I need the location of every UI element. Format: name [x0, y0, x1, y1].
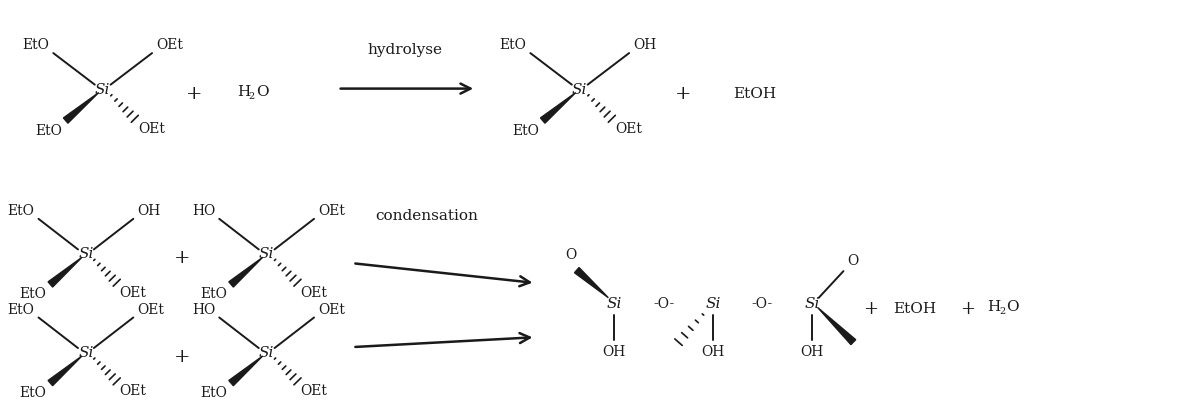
Text: -O-: -O- [752, 296, 773, 310]
Text: H: H [237, 84, 250, 98]
Text: OH: OH [701, 344, 725, 358]
Polygon shape [818, 308, 856, 345]
Text: EtO: EtO [500, 38, 527, 52]
Text: 2: 2 [999, 306, 1005, 315]
Polygon shape [64, 93, 98, 124]
Text: 2: 2 [249, 92, 255, 101]
Text: OEt: OEt [120, 383, 147, 397]
Text: EtO: EtO [7, 302, 34, 316]
Text: EtO: EtO [200, 287, 227, 301]
Text: OEt: OEt [301, 285, 327, 299]
Text: Si: Si [804, 296, 819, 310]
Text: +: + [960, 299, 976, 317]
Text: Si: Si [259, 345, 275, 359]
Text: EtOH: EtOH [733, 86, 776, 100]
Text: EtO: EtO [19, 287, 46, 301]
Polygon shape [49, 356, 82, 386]
Text: condensation: condensation [375, 209, 478, 222]
Polygon shape [229, 356, 263, 386]
Text: OEt: OEt [137, 302, 165, 316]
Text: O: O [848, 254, 858, 268]
Text: hydrolyse: hydrolyse [367, 43, 443, 57]
Text: OEt: OEt [318, 203, 345, 217]
Text: EtO: EtO [34, 123, 62, 137]
Text: O: O [1006, 299, 1019, 313]
Text: +: + [675, 84, 691, 102]
Text: EtO: EtO [19, 385, 46, 399]
Text: +: + [863, 299, 879, 317]
Text: H: H [987, 299, 1000, 313]
Text: -O-: -O- [654, 296, 675, 310]
Text: Si: Si [706, 296, 721, 310]
Text: O: O [256, 84, 269, 98]
Text: Si: Si [572, 83, 587, 96]
Text: Si: Si [606, 296, 622, 310]
Text: Si: Si [259, 247, 275, 261]
Text: OEt: OEt [614, 121, 642, 135]
Text: +: + [174, 249, 189, 267]
Text: OEt: OEt [120, 285, 147, 299]
Polygon shape [540, 93, 575, 124]
Text: OEt: OEt [301, 383, 327, 397]
Text: EtO: EtO [200, 385, 227, 399]
Text: Si: Si [95, 83, 110, 96]
Polygon shape [49, 258, 82, 287]
Text: EtO: EtO [511, 123, 539, 137]
Text: OH: OH [137, 203, 161, 217]
Text: O: O [565, 248, 577, 261]
Polygon shape [574, 268, 609, 298]
Text: +: + [174, 347, 189, 365]
Text: HO: HO [192, 302, 215, 316]
Text: OH: OH [633, 38, 656, 52]
Text: +: + [186, 84, 202, 102]
Text: OEt: OEt [156, 38, 182, 52]
Text: OH: OH [800, 344, 823, 358]
Text: HO: HO [192, 203, 215, 217]
Text: EtOH: EtOH [893, 301, 935, 315]
Text: Si: Si [78, 345, 94, 359]
Text: EtO: EtO [22, 38, 50, 52]
Text: OH: OH [603, 344, 626, 358]
Text: OEt: OEt [318, 302, 345, 316]
Polygon shape [229, 258, 263, 287]
Text: EtO: EtO [7, 203, 34, 217]
Text: OEt: OEt [137, 121, 165, 135]
Text: Si: Si [78, 247, 94, 261]
